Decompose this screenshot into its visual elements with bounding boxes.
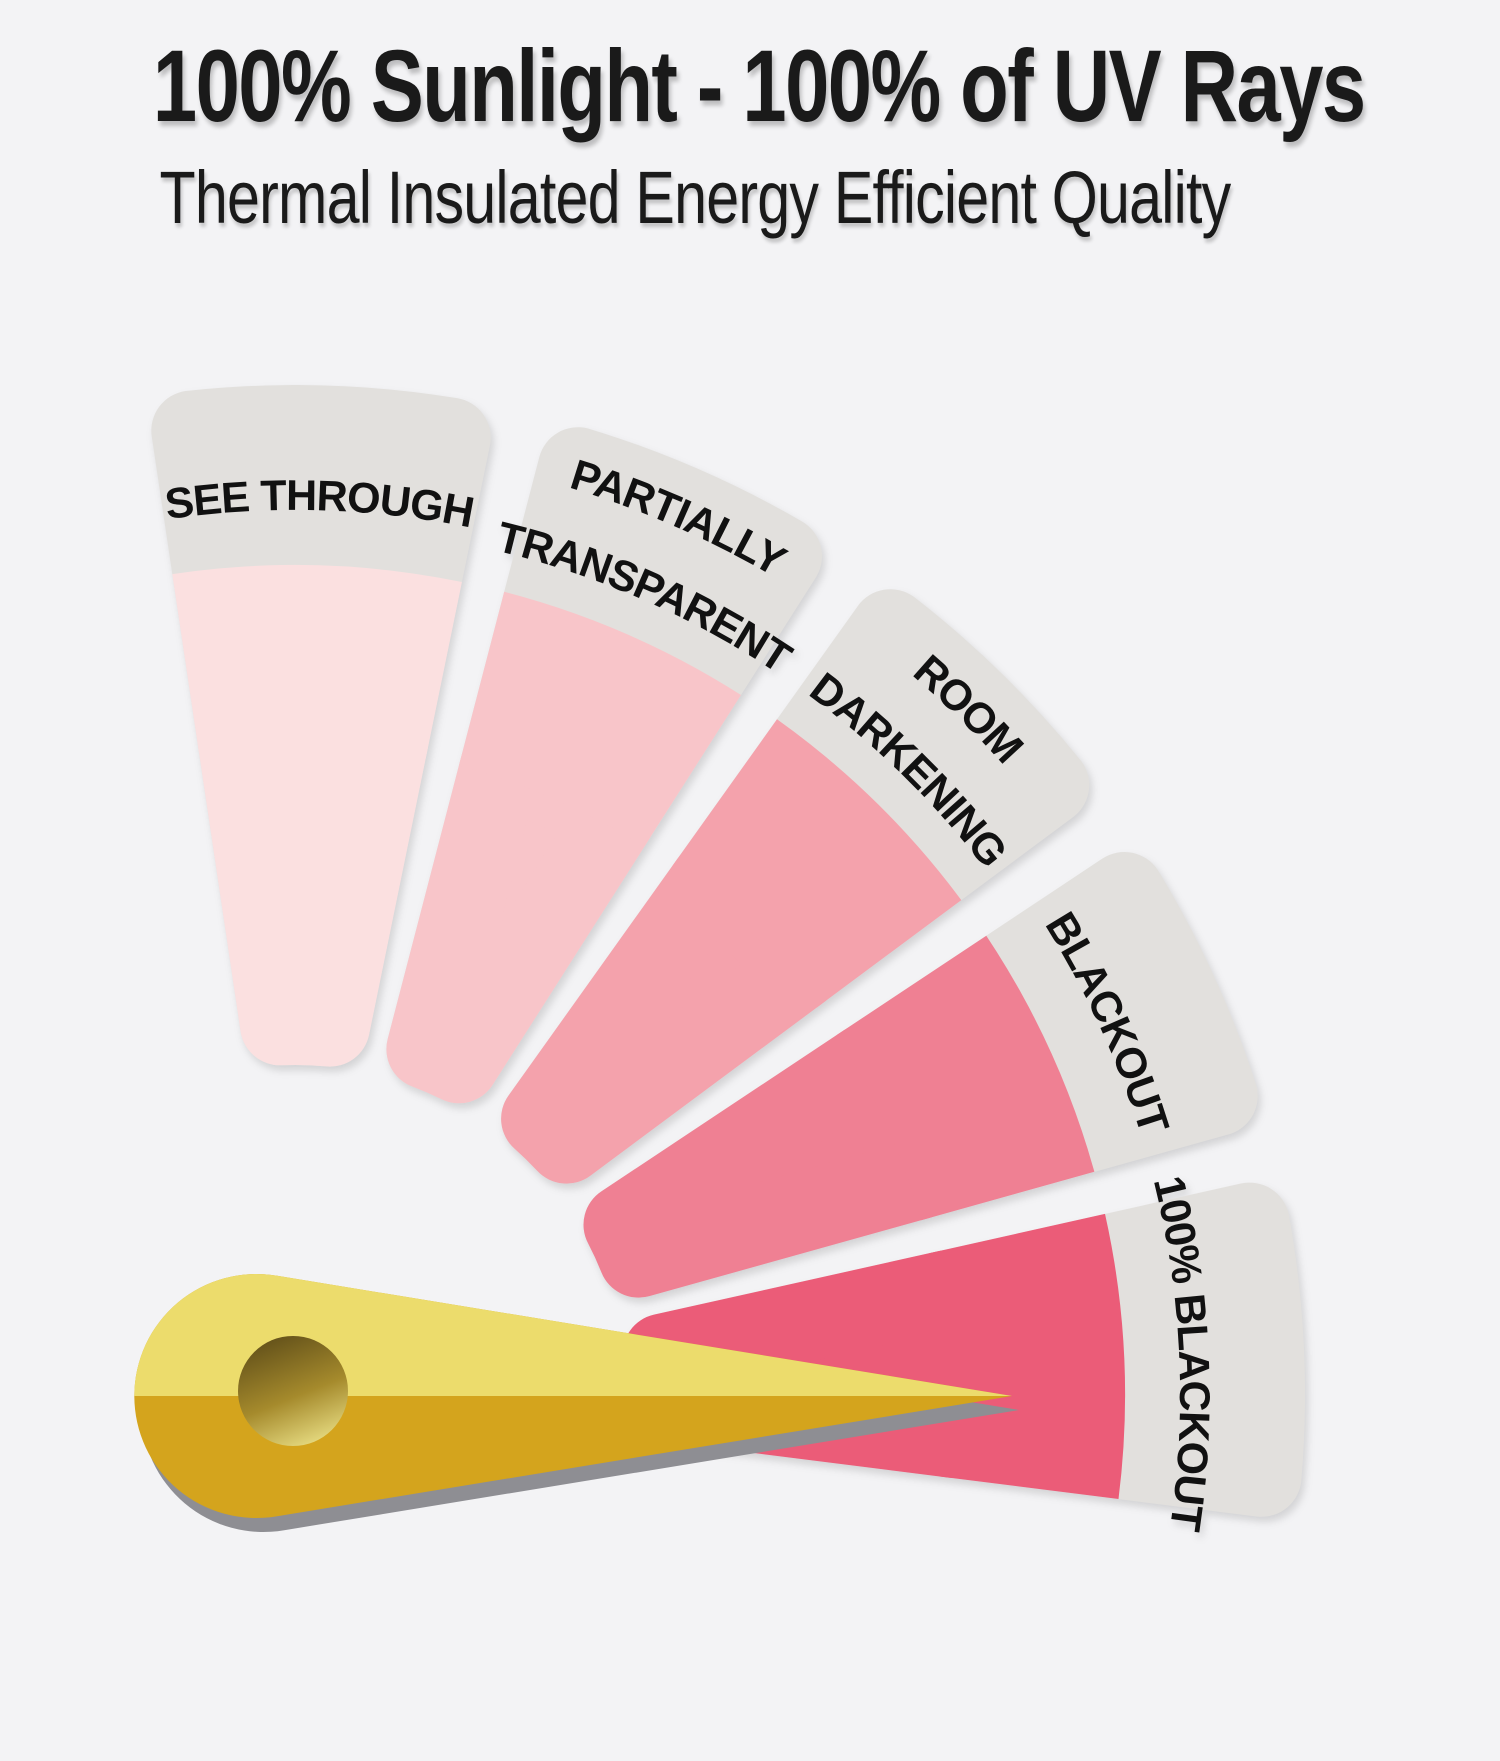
needle-hub	[238, 1336, 348, 1446]
segment-fill-top	[929, 1213, 1126, 1499]
page-title: 100% Sunlight - 100% of UV Rays	[152, 29, 1366, 143]
header: 100% Sunlight - 100% of UV Rays Thermal …	[0, 28, 1390, 240]
segment-fill	[197, 694, 429, 1067]
gauge-segment-blackout: BLACKOUT	[583, 852, 1258, 1298]
segment-fill-top	[172, 565, 462, 759]
page-subtitle: Thermal Insulated Energy Efficient Quali…	[159, 156, 1232, 239]
segment-fill-top	[458, 591, 741, 847]
gauge-segment-see-through: SEE THROUGH	[151, 385, 491, 1067]
gauge-needle	[134, 1274, 1019, 1532]
segment-fill-top	[672, 719, 962, 1008]
needle-upper-half	[134, 1274, 1012, 1396]
segment-fill-top	[836, 935, 1095, 1221]
